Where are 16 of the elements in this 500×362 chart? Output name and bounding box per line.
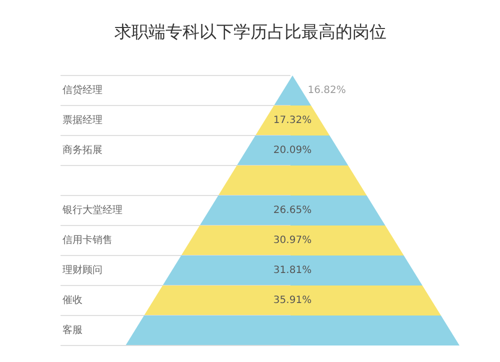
data-label: 35.91% bbox=[273, 295, 312, 306]
data-label: 16.82% bbox=[308, 85, 346, 96]
category-label: 票据经理 bbox=[62, 114, 102, 126]
category-label: 商务拓展 bbox=[62, 144, 102, 156]
category-label: 信用卡销售 bbox=[62, 234, 112, 246]
data-label: 26.65% bbox=[273, 205, 312, 216]
category-label: 银行大堂经理 bbox=[62, 204, 122, 216]
category-label: 客服 bbox=[62, 324, 82, 336]
category-label: 理财顾问 bbox=[62, 264, 102, 276]
data-label: 17.32% bbox=[273, 115, 312, 126]
data-label: 20.09% bbox=[273, 145, 312, 156]
category-label: 信贷经理 bbox=[62, 84, 102, 96]
data-label: 31.81% bbox=[273, 265, 312, 276]
text: 求职端专科以下学历占比最高的岗位 bbox=[114, 22, 386, 42]
data-label: 30.97% bbox=[273, 235, 312, 246]
category-label: 催收 bbox=[62, 295, 82, 306]
